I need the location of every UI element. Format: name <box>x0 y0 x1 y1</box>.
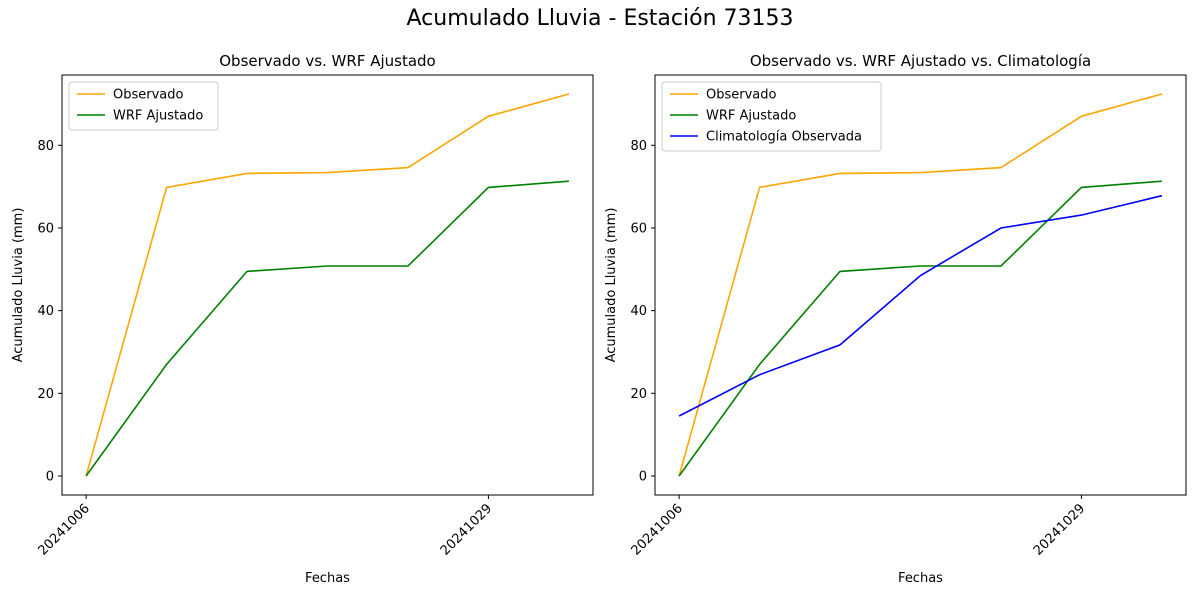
x-axis-label: Fechas <box>305 571 350 586</box>
y-tick-label: 80 <box>37 139 54 154</box>
series-line-climatolog-a-observada <box>678 194 1163 417</box>
legend-label: Observado <box>706 88 777 103</box>
series-line-observado <box>85 93 570 477</box>
y-tick-label: 40 <box>37 304 54 319</box>
legend-label: Observado <box>113 88 184 103</box>
x-tick-label: 20241006 <box>36 501 93 558</box>
legend-box <box>661 81 882 152</box>
chart-panel-1: Observado vs. WRF Ajustado 0 20 40 60 80 20241… <box>11 52 594 586</box>
y-tick-label: 80 <box>630 139 647 154</box>
chart-title: Observado vs. WRF Ajustado <box>219 52 435 70</box>
series-line-wrf-ajustado <box>678 180 1162 477</box>
legend-label: WRF Ajustado <box>113 109 203 124</box>
x-tick-label: 20241029 <box>438 501 495 558</box>
y-axis-label: Acumulado Lluvia (mm) <box>11 208 26 363</box>
y-tick-label: 20 <box>630 387 647 402</box>
chart-title: Observado vs. WRF Ajustado vs. Climatolo… <box>750 52 1091 70</box>
legend-box <box>68 81 219 131</box>
plot-frame <box>654 74 1187 496</box>
x-axis-label: Fechas <box>898 571 943 586</box>
y-tick-label: 0 <box>46 469 54 484</box>
y-tick-label: 40 <box>630 304 647 319</box>
legend: Observado WRF Ajustado <box>68 81 219 131</box>
y-tick-label: 60 <box>37 221 54 236</box>
y-tick-label: 0 <box>639 469 647 484</box>
legend-label: WRF Ajustado <box>706 109 796 124</box>
figure-title: Acumulado Lluvia - Estación 73153 <box>406 6 794 31</box>
x-tick-label: 20241029 <box>1031 501 1088 558</box>
series-line-observado <box>678 93 1163 477</box>
y-tick-label: 20 <box>37 387 54 402</box>
y-tick-label: 60 <box>630 221 647 236</box>
legend-label: Climatología Observada <box>706 130 862 145</box>
legend: Observado WRF Ajustado Climatología Observ… <box>661 81 882 152</box>
y-axis-label: Acumulado Lluvia (mm) <box>604 208 619 363</box>
plot-frame <box>61 74 594 496</box>
chart-panel-2: Observado vs. WRF Ajustado vs. Climatolo… <box>604 52 1187 586</box>
x-tick-label: 20241006 <box>629 501 686 558</box>
series-line-wrf-ajustado <box>85 180 569 477</box>
